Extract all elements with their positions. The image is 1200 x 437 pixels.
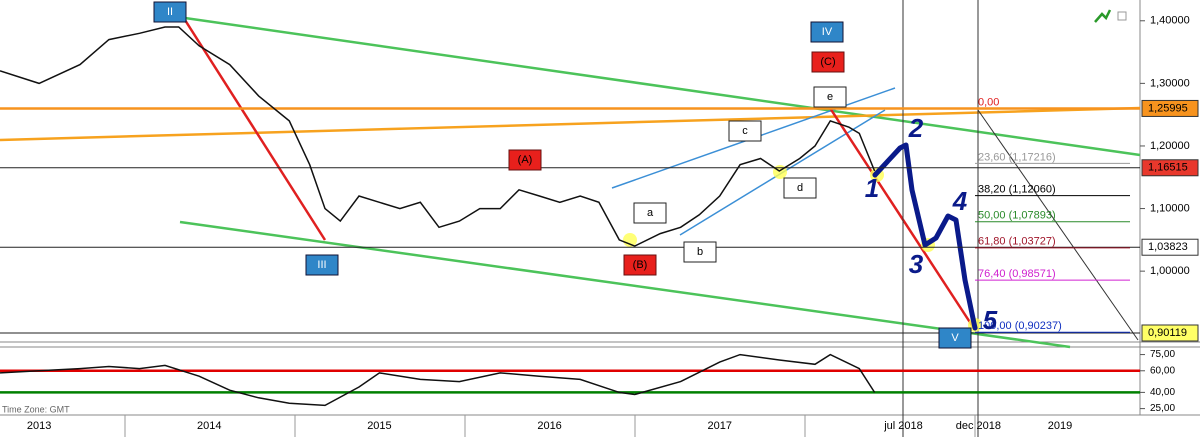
toolbar-icon[interactable] <box>1094 9 1127 23</box>
price-line <box>0 353 876 407</box>
wave-number: 4 <box>952 186 968 216</box>
fib-label: 61,80 (1,03727) <box>978 236 1056 248</box>
wave-label: d <box>797 182 803 194</box>
wave-box <box>623 254 657 276</box>
y-tick-label: 1,10000 <box>1150 202 1190 214</box>
wave-box <box>811 51 845 73</box>
x-tick-label: 2017 <box>707 420 731 432</box>
wave-box <box>783 177 817 199</box>
wave-number: 2 <box>908 113 924 143</box>
wave-label: (C) <box>820 56 835 68</box>
x-tick-label: 2013 <box>27 420 51 432</box>
y-tick-label: 1,30000 <box>1150 77 1190 89</box>
wave-label: c <box>742 125 748 137</box>
wave-box <box>728 120 762 142</box>
wave-box <box>633 202 667 224</box>
x-tick-label: 2014 <box>197 420 221 432</box>
wave-label: II <box>167 6 173 18</box>
time-zone: Time Zone: GMT <box>2 404 70 414</box>
x-tick-label: jul 2018 <box>883 420 923 432</box>
x-tick-label: 2016 <box>537 420 561 432</box>
price-tag <box>1141 159 1199 177</box>
wave-box <box>810 21 844 43</box>
wave-box <box>683 241 717 263</box>
price-tag-label: 1,16515 <box>1148 162 1188 174</box>
wave-label: e <box>827 91 833 103</box>
y-tick-label: 1,40000 <box>1150 15 1190 27</box>
wave-label: b <box>697 246 703 258</box>
price-tag-label: 1,25995 <box>1148 102 1188 114</box>
y-tick-label: 60,00 <box>1150 365 1175 376</box>
price-line <box>0 26 876 247</box>
wave-label: a <box>647 207 654 219</box>
fib-label: 50,00 (1,07893) <box>978 210 1056 222</box>
y-tick-label: 25,00 <box>1150 403 1175 414</box>
price-tag-label: 1,03823 <box>1148 241 1188 253</box>
wave-box <box>813 86 847 108</box>
wave-sketch <box>872 142 978 331</box>
y-tick-label: 1,00000 <box>1150 265 1190 277</box>
wave-label: III <box>317 259 326 271</box>
y-tick-label: 1,20000 <box>1150 140 1190 152</box>
wave-box <box>938 327 972 349</box>
x-tick-label: 2019 <box>1048 420 1072 432</box>
wave-label: V <box>951 332 959 344</box>
wave-box <box>508 149 542 171</box>
wave-box <box>153 1 187 23</box>
x-tick-label: 2015 <box>367 420 391 432</box>
wave-label: (B) <box>633 259 648 271</box>
fib-label: 76,40 (0,98571) <box>978 268 1056 280</box>
price-tag <box>1141 324 1199 342</box>
fib-label: 23,60 (1,17216) <box>978 151 1056 163</box>
y-tick-label: 40,00 <box>1150 387 1175 398</box>
fib-label: 38,20 (1,12060) <box>978 184 1056 196</box>
wave-number: 1 <box>865 173 879 203</box>
fib-label: 0,00 <box>978 96 999 108</box>
price-tag <box>1141 238 1199 256</box>
y-tick-label: 75,00 <box>1150 349 1175 360</box>
year-separators <box>124 415 976 437</box>
fib-label: 100,00 (0,90237) <box>978 320 1062 332</box>
x-tick-label: dec 2018 <box>956 420 1001 432</box>
wave-label: (A) <box>518 154 533 166</box>
price-tag-label: 0,90119 <box>1148 327 1187 339</box>
wave-box <box>305 254 339 276</box>
wave-number: 5 <box>983 305 998 335</box>
wave-number: 3 <box>909 249 924 279</box>
price-tag <box>1141 99 1199 117</box>
wave-label: IV <box>822 26 833 38</box>
